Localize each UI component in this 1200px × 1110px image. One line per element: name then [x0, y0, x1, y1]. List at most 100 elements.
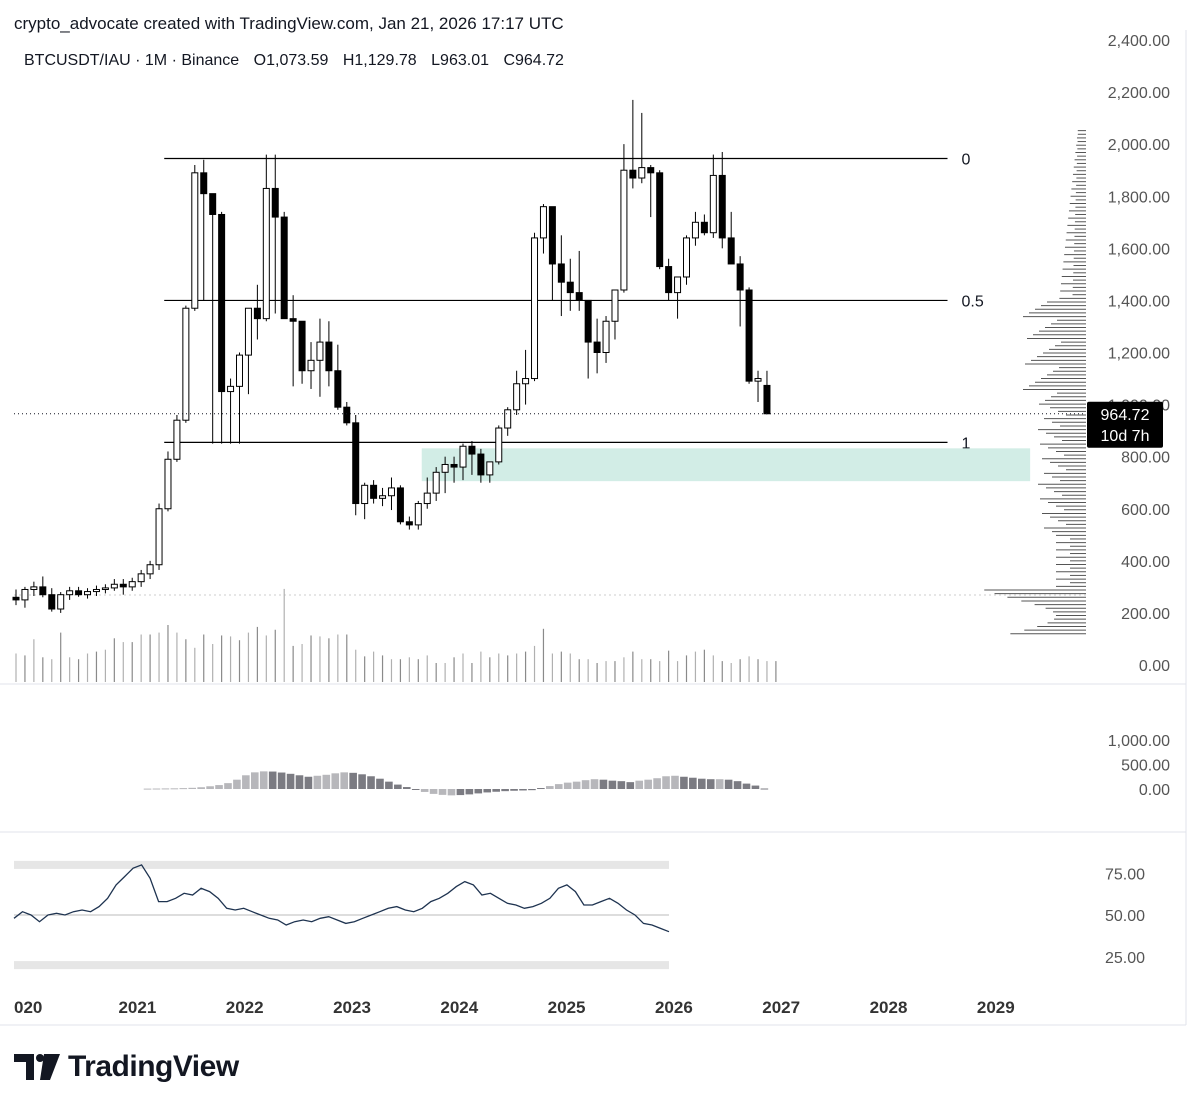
- legend-exchange: Binance: [181, 52, 240, 69]
- legend-high: 1,129.78: [354, 52, 417, 69]
- macd-histogram-bar: [152, 788, 161, 790]
- candle: [370, 480, 378, 504]
- candle-body: [432, 471, 440, 494]
- macd-histogram-bar: [429, 789, 438, 794]
- tradingview-brand[interactable]: TradingView: [14, 1050, 239, 1084]
- macd-histogram-bar: [251, 772, 259, 789]
- macd-histogram-bar: [742, 783, 751, 789]
- candle: [262, 154, 270, 322]
- candle-body: [539, 206, 547, 239]
- candle: [200, 159, 208, 301]
- candle: [656, 170, 664, 270]
- macd-histogram-bar: [456, 789, 465, 796]
- candle-body: [548, 206, 556, 265]
- candle-body: [119, 583, 127, 588]
- candle: [718, 151, 726, 249]
- candle: [146, 560, 154, 580]
- macd-histogram-bar: [367, 776, 375, 789]
- candle-body: [101, 587, 109, 590]
- candle: [182, 305, 190, 423]
- time-axis-label: 2029: [977, 998, 1015, 1017]
- chart-canvas[interactable]: 2,400.00 2,200.00 2,000.00 1,800.00 1,600.00…: [0, 0, 1200, 1040]
- macd-histogram-bar: [143, 788, 152, 790]
- legend-low-label: L: [431, 52, 441, 69]
- candle-body: [227, 385, 235, 393]
- candle-body: [566, 281, 574, 294]
- candle: [289, 295, 297, 387]
- candle-body: [361, 484, 369, 505]
- candle-body: [468, 445, 476, 455]
- candle: [218, 211, 226, 444]
- candle: [21, 586, 29, 608]
- candle: [566, 258, 574, 311]
- legend-low: 963.01: [440, 52, 489, 69]
- candle: [379, 487, 387, 507]
- macd-histogram-bar: [331, 773, 340, 789]
- candle-body: [495, 427, 503, 463]
- price-axis-label: 2,400.00: [1108, 33, 1170, 50]
- candle-body: [423, 492, 431, 505]
- macd-histogram-bar: [698, 778, 706, 789]
- macd-histogram-bar: [286, 773, 295, 789]
- candle-body: [593, 341, 601, 354]
- macd-axis-label: 0.00: [1139, 782, 1170, 799]
- candle-body: [271, 187, 279, 218]
- macd-histogram-bar: [394, 784, 402, 789]
- macd-histogram-bar: [715, 779, 724, 789]
- candle-body: [513, 383, 521, 411]
- candle: [66, 586, 74, 600]
- legend-interval[interactable]: 1M: [144, 52, 168, 69]
- candle: [683, 235, 690, 285]
- rsi-axis-label: 50.00: [1105, 908, 1145, 925]
- bar-countdown: 10d 7h: [1101, 428, 1150, 445]
- candle-body: [218, 213, 226, 393]
- time-axis-label: 2026: [655, 998, 693, 1017]
- candle-body: [164, 458, 172, 510]
- candle-body: [325, 341, 333, 372]
- candle: [531, 232, 539, 382]
- macd-histogram-bar: [385, 781, 393, 789]
- candle: [405, 516, 413, 530]
- candle: [700, 214, 708, 236]
- candle-body: [12, 596, 20, 601]
- candle: [620, 144, 628, 293]
- candle-body: [84, 591, 92, 596]
- macd-histogram-bar: [510, 789, 518, 791]
- candle: [155, 503, 163, 570]
- candle-body: [370, 484, 378, 499]
- macd-histogram-bar: [224, 783, 232, 789]
- fib-level-label: 0: [962, 151, 971, 168]
- candle: [75, 586, 83, 597]
- macd-histogram-bar: [304, 776, 313, 789]
- price-axis-label: 600.00: [1121, 502, 1170, 519]
- candle-body: [763, 384, 771, 415]
- candle-body: [110, 583, 118, 589]
- macd-histogram-bar: [197, 787, 205, 789]
- candle-body: [92, 588, 100, 593]
- macd-histogram-bar: [537, 788, 545, 790]
- candle-body: [584, 299, 592, 343]
- candle: [575, 250, 583, 311]
- macd-histogram-bar: [349, 772, 357, 789]
- candle: [209, 193, 217, 444]
- macd-histogram-bar: [760, 788, 769, 790]
- fib-level-label: 1: [962, 435, 971, 452]
- legend-sep: ·: [135, 52, 141, 69]
- candle-body: [602, 320, 610, 353]
- time-axis-label: 2023: [333, 998, 371, 1017]
- candle: [522, 349, 530, 405]
- candle: [495, 425, 503, 465]
- price-axis-label: 1,400.00: [1108, 293, 1170, 310]
- macd-histogram-bar: [206, 786, 214, 789]
- candle-body: [75, 590, 83, 596]
- time-axis-label: 2024: [440, 998, 478, 1017]
- macd-histogram-bar: [689, 777, 697, 789]
- macd-histogram-bar: [706, 779, 715, 789]
- candle: [745, 287, 753, 384]
- candle-body: [745, 289, 753, 382]
- candle: [48, 588, 56, 612]
- legend-symbol[interactable]: BTCUSDT/IAU: [24, 52, 131, 69]
- candle: [352, 415, 360, 516]
- candle-body: [656, 172, 664, 268]
- macd-histogram-bar: [340, 772, 348, 789]
